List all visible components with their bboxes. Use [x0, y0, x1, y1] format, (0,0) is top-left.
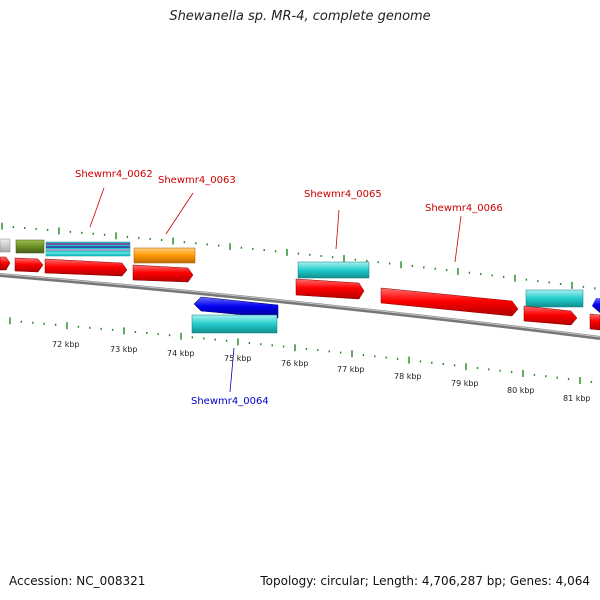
inner-tick-marks [9, 317, 593, 384]
cyan-feature-shewmr4-0064[interactable] [191, 314, 278, 334]
forward-cds-shewmr4-0062[interactable] [44, 258, 128, 277]
gene-label-shewmr4-0064[interactable]: Shewmr4_0064 [191, 396, 269, 407]
grey-feature[interactable] [0, 238, 11, 253]
forward-cds-7[interactable] [523, 305, 578, 326]
forward-cds-shewmr4-0065[interactable] [295, 278, 365, 300]
scale-label-75kbp: 75 kbp [224, 354, 252, 363]
cds-row-forward [0, 256, 600, 331]
label-leaders [89, 187, 462, 393]
gene-label-shewmr4-0065[interactable]: Shewmr4_0065 [304, 189, 382, 200]
genome-backbone [0, 273, 600, 340]
accession-text: Accession: NC_008321 [9, 574, 146, 588]
olive-feature[interactable] [15, 239, 45, 254]
scale-label-76kbp: 76 kbp [281, 359, 309, 368]
forward-cds-2[interactable] [14, 257, 44, 273]
feature-row-outer [0, 238, 600, 313]
scale-label-72kbp: 72 kbp [52, 340, 80, 349]
scale-label-81kbp: 81 kbp [563, 394, 591, 403]
gene-label-shewmr4-0066[interactable]: Shewmr4_0066 [425, 203, 503, 214]
genome-backbone-highlight [0, 273, 600, 338]
scale-label-80kbp: 80 kbp [507, 386, 535, 395]
reverse-cds-shewmr4-0064[interactable] [193, 296, 279, 319]
forward-cds-shewmr4-0063[interactable] [132, 264, 194, 283]
scale-label-73kbp: 73 kbp [110, 345, 138, 354]
cyan-feature-shewmr4-0065[interactable] [297, 261, 370, 279]
outer-tick-marks [1, 222, 596, 290]
forward-cds-1[interactable] [0, 256, 11, 271]
scale-label-78kbp: 78 kbp [394, 372, 422, 381]
forward-cds-shewmr4-0066[interactable] [380, 287, 519, 317]
striped-feature[interactable] [45, 241, 131, 257]
scale-label-77kbp: 77 kbp [337, 365, 365, 374]
reverse-feature-edge[interactable] [592, 298, 600, 313]
gene-label-shewmr4-0062[interactable]: Shewmr4_0062 [75, 169, 153, 180]
cds-row-reverse [191, 296, 279, 334]
cyan-feature-b[interactable] [525, 289, 584, 308]
gene-label-shewmr4-0063[interactable]: Shewmr4_0063 [158, 175, 236, 186]
orange-feature-shewmr4-0063[interactable] [133, 247, 196, 264]
genome-summary-text: Topology: circular; Length: 4,706,287 bp… [260, 574, 590, 588]
map-title: Shewanella sp. MR-4, complete genome [169, 9, 431, 24]
scale-label-74kbp: 74 kbp [167, 349, 195, 358]
scale-label-79kbp: 79 kbp [451, 379, 479, 388]
forward-cds-8[interactable] [589, 313, 600, 331]
